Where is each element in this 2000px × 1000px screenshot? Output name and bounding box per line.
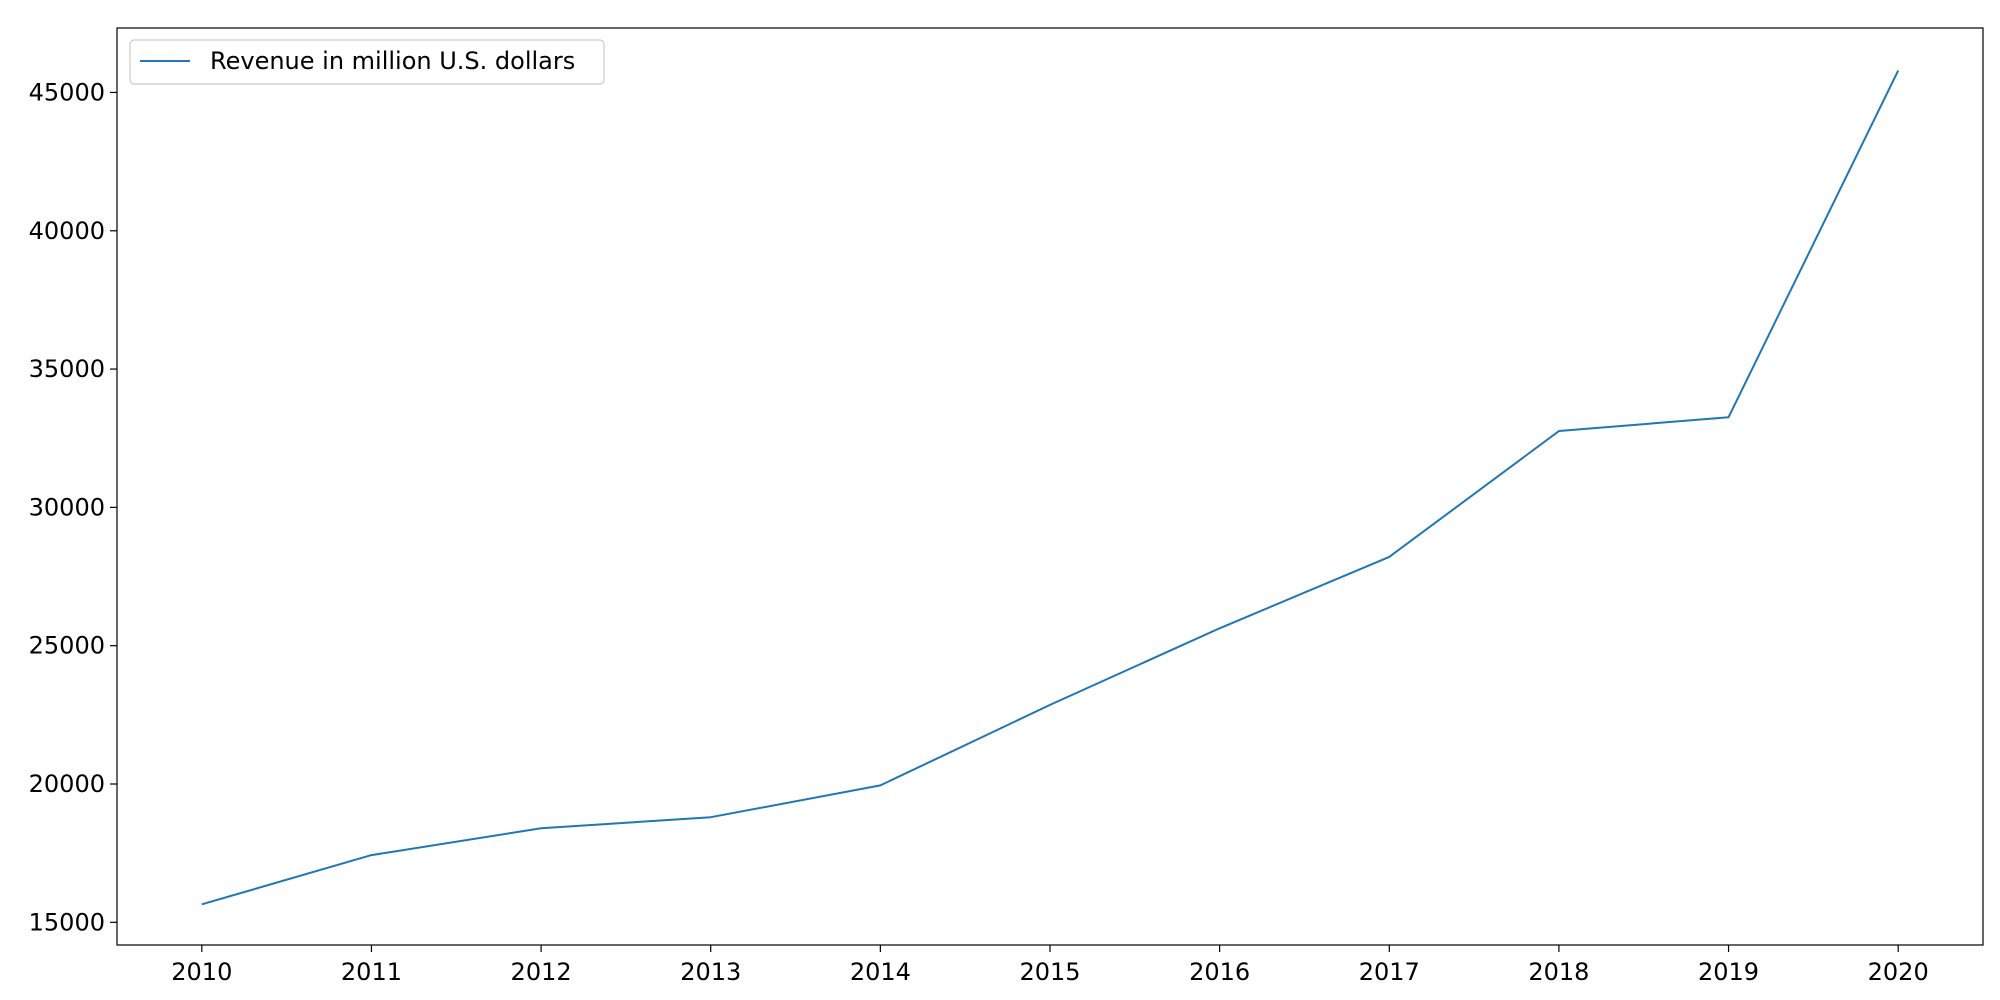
plot-frame <box>116 27 1984 946</box>
legend-box <box>129 39 605 85</box>
x-tick-label: 2013 <box>680 958 741 986</box>
x-tick-label: 2017 <box>1359 958 1420 986</box>
x-tick-label: 2020 <box>1868 958 1929 986</box>
x-tick-label: 2018 <box>1528 958 1589 986</box>
x-tick-label: 2010 <box>171 958 232 986</box>
x-tick-label: 2011 <box>341 958 402 986</box>
y-axis: 15000 20000 25000 30000 35000 40000 45000 <box>29 78 117 936</box>
series-layer <box>201 70 1900 906</box>
y-tick-label: 45000 <box>29 78 105 106</box>
plot-background <box>117 28 1983 945</box>
y-tick-label: 15000 <box>29 908 105 936</box>
legend: Revenue in million U.S. dollars <box>129 39 605 85</box>
y-tick-label: 20000 <box>29 770 105 798</box>
y-tick-label: 25000 <box>29 632 105 660</box>
x-tick-label: 2016 <box>1189 958 1250 986</box>
legend-label: Revenue in million U.S. dollars <box>210 47 575 75</box>
x-tick-label: 2015 <box>1019 958 1080 986</box>
y-tick-label: 40000 <box>29 217 105 245</box>
x-tick-label: 2019 <box>1698 958 1759 986</box>
x-tick-label: 2012 <box>511 958 572 986</box>
x-axis: 2010 2011 2012 2013 2014 2015 2016 2017 2018 2019… <box>171 945 1929 986</box>
x-tick-label: 2014 <box>850 958 911 986</box>
y-tick-label: 35000 <box>29 355 105 383</box>
y-tick-label: 30000 <box>29 493 105 521</box>
